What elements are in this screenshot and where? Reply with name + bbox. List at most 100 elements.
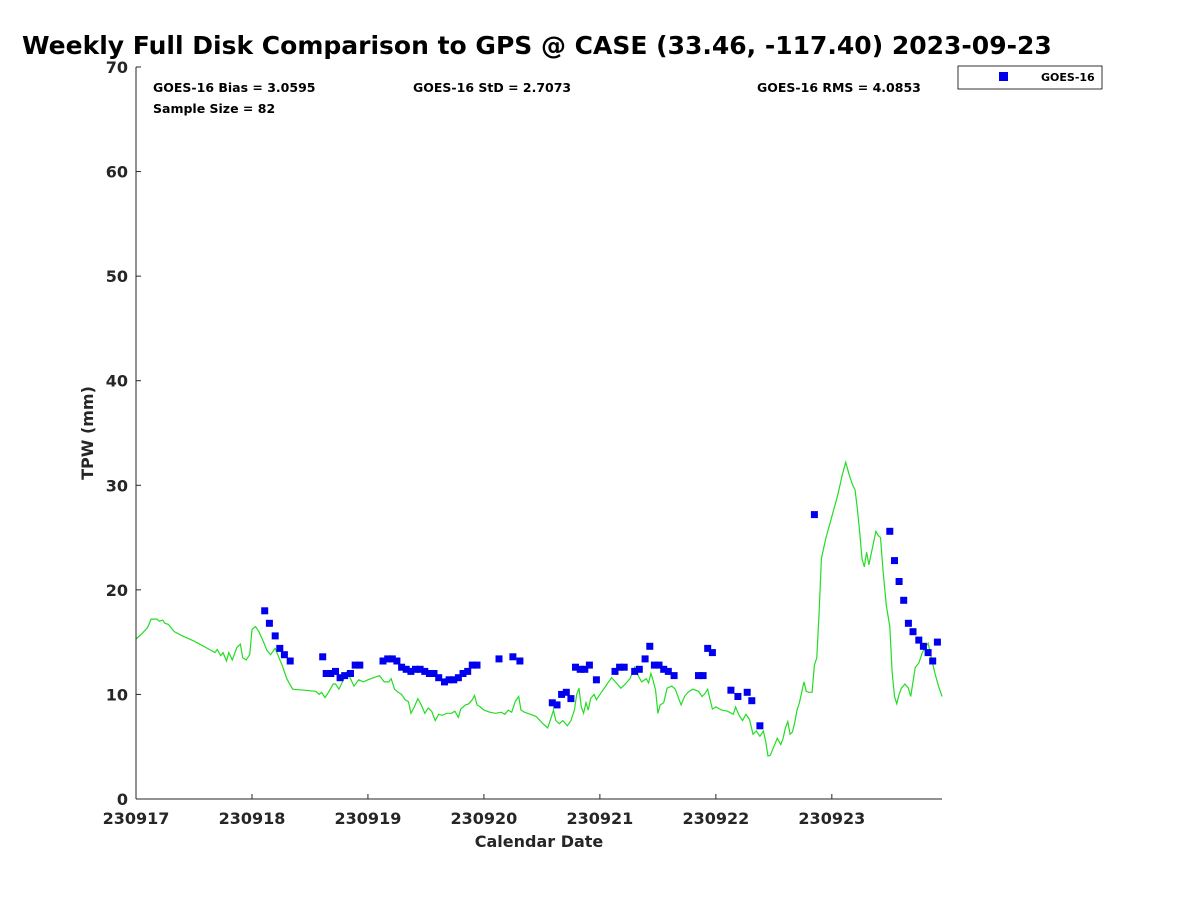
plot-layer (135, 460, 943, 757)
y-tick-label: 0 (117, 790, 128, 809)
goes16-point (454, 674, 462, 682)
goes16-point (271, 632, 279, 640)
goes16-point (933, 638, 941, 646)
y-ticks: 0 10 20 30 40 50 60 70 (106, 58, 141, 809)
goes16-point (670, 672, 678, 680)
goes16-point (616, 663, 624, 671)
goes16-point (351, 661, 359, 669)
x-tick-label: 230917 (103, 809, 170, 828)
goes16-point (332, 667, 339, 675)
goes16-point (660, 665, 668, 673)
goes16-point (664, 667, 672, 675)
goes16-point (904, 619, 912, 627)
goes16-point (319, 653, 327, 661)
legend-box (957, 65, 1103, 90)
goes16-point (895, 578, 903, 585)
goes16-point (641, 655, 649, 663)
x-ticks: 230917 230918 230919 230920 230921 230922 2309… (103, 794, 865, 828)
goes16-point (734, 693, 742, 700)
stat-rms: GOES-16 RMS = 4.0853 (757, 80, 921, 95)
goes16-point (699, 672, 707, 680)
y-tick-label: 50 (106, 267, 128, 286)
goes16-point (576, 665, 584, 673)
y-axis-label: TPW (mm) (78, 386, 97, 480)
goes16-point (655, 661, 663, 669)
goes16-point (416, 665, 424, 673)
y-tick-label: 70 (106, 58, 128, 77)
goes16-point (572, 663, 579, 671)
goes16-point (495, 655, 503, 663)
goes16-point (468, 661, 476, 669)
legend-marker-goes16 (999, 72, 1008, 81)
goes16-point (562, 688, 570, 696)
goes16-point (276, 644, 284, 652)
goes16-point (900, 596, 908, 604)
goes16-point (567, 695, 575, 703)
goes16-point (459, 670, 467, 677)
goes16-point (919, 642, 927, 650)
goes16-point (516, 657, 524, 665)
goes16-point (553, 701, 561, 709)
x-tick-label: 230920 (451, 809, 518, 828)
goes16-point (929, 657, 937, 665)
goes16-point (450, 676, 458, 684)
goes16-point (509, 653, 517, 661)
goes16-point (322, 670, 330, 677)
goes16-point (909, 628, 917, 636)
goes16-point (388, 655, 396, 663)
goes16-point (286, 657, 294, 665)
goes16-point (810, 511, 818, 519)
goes16-point (464, 667, 472, 675)
x-tick-label: 230921 (566, 809, 633, 828)
chart-title: Weekly Full Disk Comparison to GPS @ CAS… (22, 31, 1052, 60)
goes16-point (384, 655, 392, 663)
goes16-point (646, 642, 654, 650)
goes16-point (558, 690, 566, 698)
goes16-point (620, 663, 628, 671)
x-tick-label: 230919 (335, 809, 402, 828)
goes16-point (398, 663, 406, 671)
stat-sample-size: Sample Size = 82 (153, 101, 275, 116)
gps-tpw-line (135, 460, 943, 757)
goes16-point (915, 636, 923, 644)
y-tick-label: 10 (106, 685, 128, 704)
x-tick-label: 230922 (682, 809, 749, 828)
goes16-point (631, 667, 639, 675)
goes16-point (650, 661, 658, 669)
goes16-point (886, 527, 894, 535)
goes16-point (327, 670, 335, 677)
goes16-point (727, 686, 735, 694)
legend-label-goes16: GOES-16 (1041, 71, 1095, 84)
goes16-point (445, 676, 453, 684)
goes16-point (441, 678, 448, 686)
goes16-point (548, 699, 556, 707)
goes16-point (379, 657, 387, 665)
goes16-point (393, 657, 401, 665)
legend: GOES-16 (957, 65, 1103, 90)
goes16-point (347, 670, 354, 677)
goes16-point (473, 661, 481, 669)
goes16-point (412, 665, 419, 673)
goes16-point (635, 665, 643, 673)
goes16-point (748, 697, 756, 705)
goes16-point (425, 670, 433, 677)
goes16-point (756, 722, 764, 730)
goes16-point (708, 649, 716, 657)
goes16-point (421, 667, 429, 675)
goes16-point (261, 607, 269, 615)
goes16-point (924, 649, 932, 657)
plot-area (136, 67, 942, 799)
goes16-point (891, 557, 898, 565)
goes16-point (356, 661, 364, 669)
goes16-point (695, 672, 702, 680)
goes16-point (592, 676, 600, 684)
y-tick-label: 60 (106, 163, 128, 182)
goes16-point (407, 667, 415, 675)
y-tick-label: 30 (106, 476, 128, 495)
stat-bias: GOES-16 Bias = 3.0595 (153, 80, 315, 95)
goes16-point (402, 665, 410, 673)
goes16-point (704, 644, 712, 652)
y-tick-label: 20 (106, 581, 128, 600)
